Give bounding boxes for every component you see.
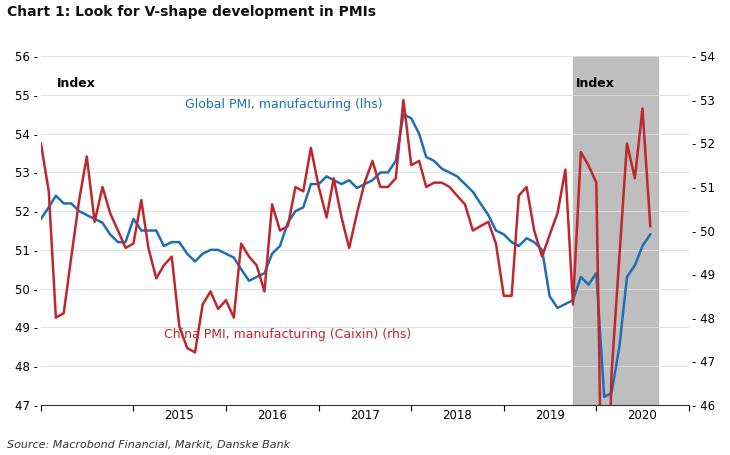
Text: Chart 1: Look for V-shape development in PMIs: Chart 1: Look for V-shape development in… <box>7 5 376 19</box>
Text: Index: Index <box>57 77 96 90</box>
Text: China PMI, manufacturing (Caixin) (rhs): China PMI, manufacturing (Caixin) (rhs) <box>164 328 411 341</box>
Text: Source: Macrobond Financial, Markit, Danske Bank: Source: Macrobond Financial, Markit, Dan… <box>7 440 291 450</box>
Text: Index: Index <box>576 77 615 90</box>
Text: Global PMI, manufacturing (lhs): Global PMI, manufacturing (lhs) <box>185 98 383 111</box>
Bar <box>573 56 658 404</box>
